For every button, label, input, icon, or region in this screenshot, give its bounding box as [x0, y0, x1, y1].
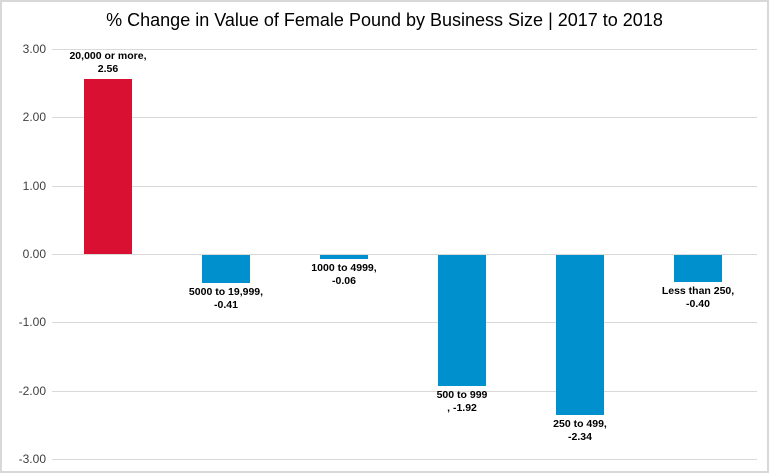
gridline	[52, 322, 757, 324]
bar-500-to-999	[438, 255, 486, 387]
y-axis-tick-label: 1.00	[22, 178, 46, 193]
bar-5000-to-19-999	[202, 255, 250, 284]
bar-250-to-499	[556, 255, 604, 415]
data-label: 250 to 499, -2.34	[553, 417, 607, 443]
bar-20-000-or-more	[84, 79, 132, 254]
y-axis-tick-label: 3.00	[22, 42, 46, 56]
gridline	[52, 459, 757, 460]
data-label: 1000 to 4999, -0.06	[311, 262, 377, 288]
bar-1000-to-4999	[320, 255, 368, 260]
data-label: 5000 to 19,999, -0.41	[188, 286, 264, 312]
gridline	[52, 254, 757, 255]
y-axis-tick-label: -3.00	[18, 452, 46, 466]
chart-title: % Change in Value of Female Pound by Bus…	[106, 10, 663, 30]
gridline	[52, 185, 757, 187]
data-label: Less than 250, -0.40	[661, 285, 735, 311]
bar-less-than-250	[674, 255, 722, 283]
y-axis-tick-label: -1.00	[18, 315, 46, 330]
gridline	[52, 390, 757, 392]
y-axis-tick-label: 0.00	[22, 247, 46, 261]
data-label: 500 to 999 , -1.92	[436, 389, 488, 415]
gridline	[52, 49, 757, 50]
gridline	[52, 117, 757, 119]
y-axis-tick-label: -2.00	[18, 383, 46, 398]
data-label: 20,000 or more, 2.56	[69, 50, 147, 76]
y-axis-tick-label: 2.00	[22, 110, 46, 125]
